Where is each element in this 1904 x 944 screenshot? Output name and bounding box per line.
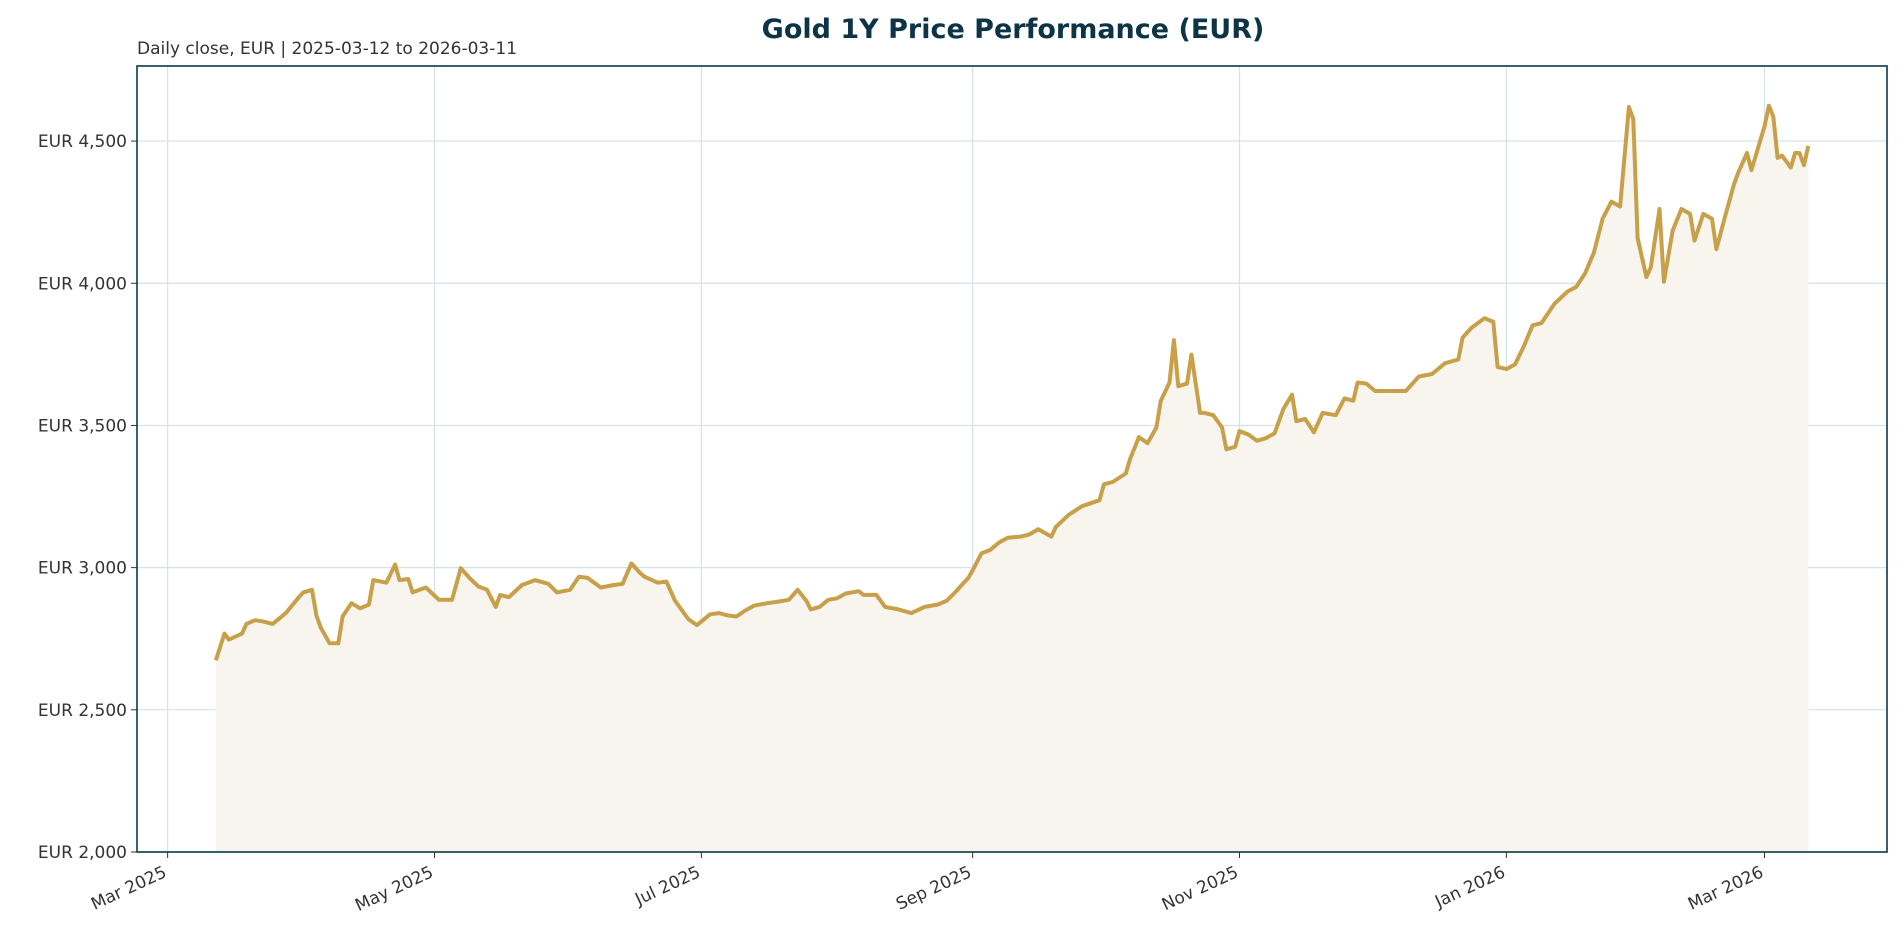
y-tick-label: EUR 3,000 [38,559,127,579]
y-axis: EUR 2,000 EUR 2,500 EUR 3,000 EUR 3,500 EUR … [38,132,137,863]
price-area-fill [215,105,1809,853]
x-tick-label: Mar 2026 [1685,862,1767,914]
x-tick-label: May 2025 [352,862,436,916]
chart-title: Gold 1Y Price Performance (EUR) [762,14,1265,45]
x-tick-label: Jul 2025 [631,862,703,910]
x-axis: Mar 2025 May 2025 Jul 2025 Sep 2025 Nov 2025… [88,852,1767,916]
y-tick-label: EUR 2,500 [38,701,127,721]
x-tick-label: Sep 2025 [893,862,975,914]
y-tick-label: EUR 4,500 [38,132,127,152]
x-tick-label: Nov 2025 [1159,862,1242,915]
y-tick-label: EUR 3,500 [38,416,127,436]
price-line [213,103,1811,661]
x-tick-label: Mar 2025 [88,862,170,914]
plot-frame [136,65,1888,853]
x-tick-label: Jan 2026 [1431,862,1508,912]
chart-subtitle: Daily close, EUR | 2025-03-12 to 2026-03… [137,39,517,59]
y-tick-label: EUR 4,000 [38,274,127,294]
y-tick-label: EUR 2,000 [38,843,127,863]
